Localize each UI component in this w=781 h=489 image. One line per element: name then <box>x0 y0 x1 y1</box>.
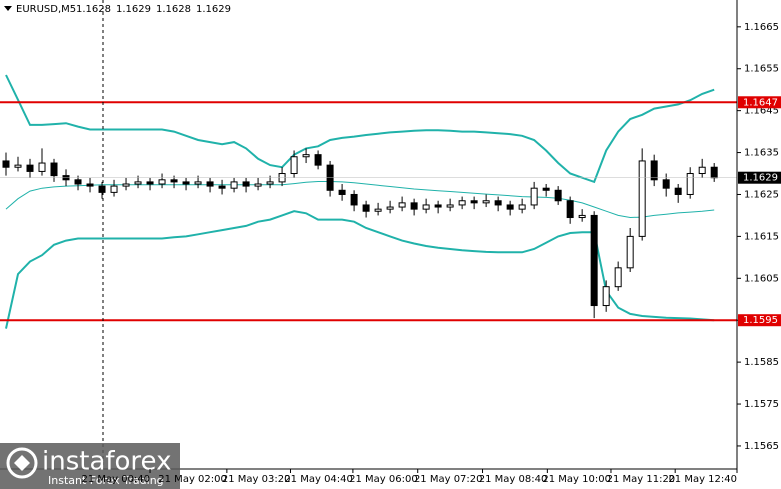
candle-body <box>2 160 10 168</box>
header-value: 1.1629 <box>196 4 231 15</box>
x-tick-label: 21 May 02:00 <box>158 474 227 485</box>
candle-body <box>710 166 718 179</box>
header-value: 1.1629 <box>116 4 151 15</box>
header-arrow <box>4 6 12 11</box>
x-tick-label: 21 May 04:40 <box>284 474 353 485</box>
watermark-logo <box>6 447 38 479</box>
y-tick-label: 1.1645 <box>744 106 779 117</box>
candle-body <box>554 189 562 202</box>
candle-body <box>182 181 190 185</box>
candle-body <box>338 189 346 195</box>
x-tick-label: 21 May 07:20 <box>414 474 483 485</box>
bollinger-band <box>5 74 715 184</box>
candle-body <box>242 181 250 187</box>
candle-body <box>134 181 142 185</box>
candle-body <box>614 267 622 288</box>
x-tick-label: 21 May 03:20 <box>222 474 291 485</box>
candle-body <box>446 204 454 208</box>
header-ohlc: 1.1628 1.1629 1.1628 1.1629 <box>76 4 231 15</box>
header-value: 1.1628 <box>76 4 111 15</box>
level-label-bg <box>738 314 781 327</box>
candle-body <box>230 181 238 189</box>
candle-body <box>482 200 490 204</box>
candle-body <box>50 162 58 177</box>
x-tick-label: 21 May 11:20 <box>607 474 676 485</box>
candle-body <box>38 162 46 172</box>
last-price-bg <box>738 171 781 184</box>
candle-body <box>686 173 694 195</box>
candle-body <box>74 179 82 185</box>
candle-body <box>158 179 166 185</box>
candle-body <box>458 200 466 206</box>
candle-body <box>518 204 526 210</box>
y-tick-label: 1.1585 <box>744 357 779 368</box>
candle-body <box>566 200 574 219</box>
candle-body <box>434 204 442 208</box>
y-tick-label: 1.1665 <box>744 22 779 33</box>
y-tick-label: 1.1565 <box>744 441 779 452</box>
candle-body <box>650 160 658 181</box>
last-price-label: 1.1629 <box>743 173 778 184</box>
candle-body <box>218 185 226 189</box>
candle-body <box>590 214 598 307</box>
y-tick-label: 1.1635 <box>744 148 779 159</box>
candle-body <box>398 202 406 208</box>
y-tick-label: 1.1655 <box>744 64 779 75</box>
x-tick-label: 21 May 00:40 <box>81 474 150 485</box>
candle-body <box>470 200 478 204</box>
candle-body <box>530 187 538 206</box>
candle-body <box>638 160 646 237</box>
watermark-logo-mark <box>14 455 30 471</box>
candle-body <box>26 164 34 172</box>
x-tick-label: 21 May 12:40 <box>668 474 737 485</box>
level-label-bg <box>738 96 781 109</box>
candle-body <box>506 204 514 210</box>
candle-body <box>494 200 502 206</box>
candle-body <box>410 202 418 210</box>
candle-body <box>422 204 430 210</box>
candle-body <box>266 181 274 185</box>
candle-body <box>146 181 154 185</box>
plot-area <box>0 74 737 329</box>
candle-body <box>170 179 178 183</box>
candle-body <box>542 187 550 191</box>
candle-body <box>602 286 610 307</box>
level-label: 1.1647 <box>743 97 778 108</box>
candle-body <box>578 214 586 219</box>
candle-body <box>362 204 370 212</box>
candle-body <box>86 183 94 187</box>
candle-body <box>662 179 670 189</box>
x-tick-label: 21 May 10:00 <box>542 474 611 485</box>
candle-body <box>386 206 394 210</box>
candle-body <box>98 185 106 193</box>
candle-body <box>110 185 118 193</box>
candle-body <box>350 193 358 206</box>
candle-body <box>254 183 262 187</box>
candle-body <box>302 154 310 158</box>
level-label: 1.1595 <box>743 315 778 326</box>
y-tick-label: 1.1575 <box>744 399 779 410</box>
candle-body <box>290 156 298 175</box>
candle-body <box>314 154 322 166</box>
watermark-sub: Instant Forex Trading <box>48 474 164 487</box>
x-tick-label: 21 May 08:40 <box>479 474 548 485</box>
candle-body <box>674 187 682 195</box>
y-tick-label: 1.1625 <box>744 189 779 200</box>
candle-body <box>194 181 202 185</box>
candle-body <box>374 208 382 212</box>
y-tick-label: 1.1615 <box>744 231 779 242</box>
candle-body <box>626 235 634 269</box>
header-value: 1.1628 <box>156 4 191 15</box>
candle-body <box>14 164 22 168</box>
candle-body <box>122 183 130 187</box>
y-tick-label: 1.1605 <box>744 273 779 284</box>
candle-body <box>206 181 214 187</box>
candle-body <box>698 166 706 175</box>
symbol: EURUSD,M5 <box>16 4 76 15</box>
watermark: instaforex <box>42 447 171 477</box>
x-tick-label: 21 May 06:00 <box>349 474 418 485</box>
